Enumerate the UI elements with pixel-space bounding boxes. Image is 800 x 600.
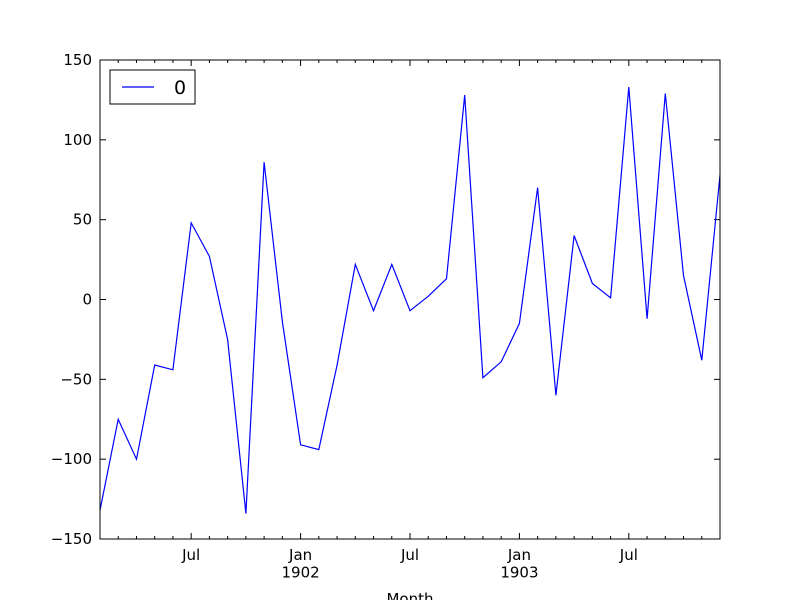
x-tick-label: Jan 1902	[281, 546, 319, 581]
plot-area	[100, 60, 720, 539]
y-tick-label: 100	[63, 131, 92, 149]
x-tick-label: Jul	[181, 546, 200, 564]
y-tick-label: 150	[63, 51, 92, 69]
legend-label: 0	[174, 77, 186, 99]
y-tick-label: −50	[60, 370, 92, 388]
x-tick-label: Jan 1903	[500, 546, 538, 581]
y-tick-label: 0	[82, 291, 92, 309]
y-tick-label: −100	[51, 450, 92, 468]
x-axis-label: Month	[386, 590, 433, 600]
x-tick-label: Jul	[400, 546, 419, 564]
y-tick-label: −150	[51, 530, 92, 548]
x-tick-label: Jul	[619, 546, 638, 564]
y-tick-label: 50	[73, 211, 92, 229]
data-line	[99, 87, 721, 514]
axes-frame	[99, 59, 721, 540]
